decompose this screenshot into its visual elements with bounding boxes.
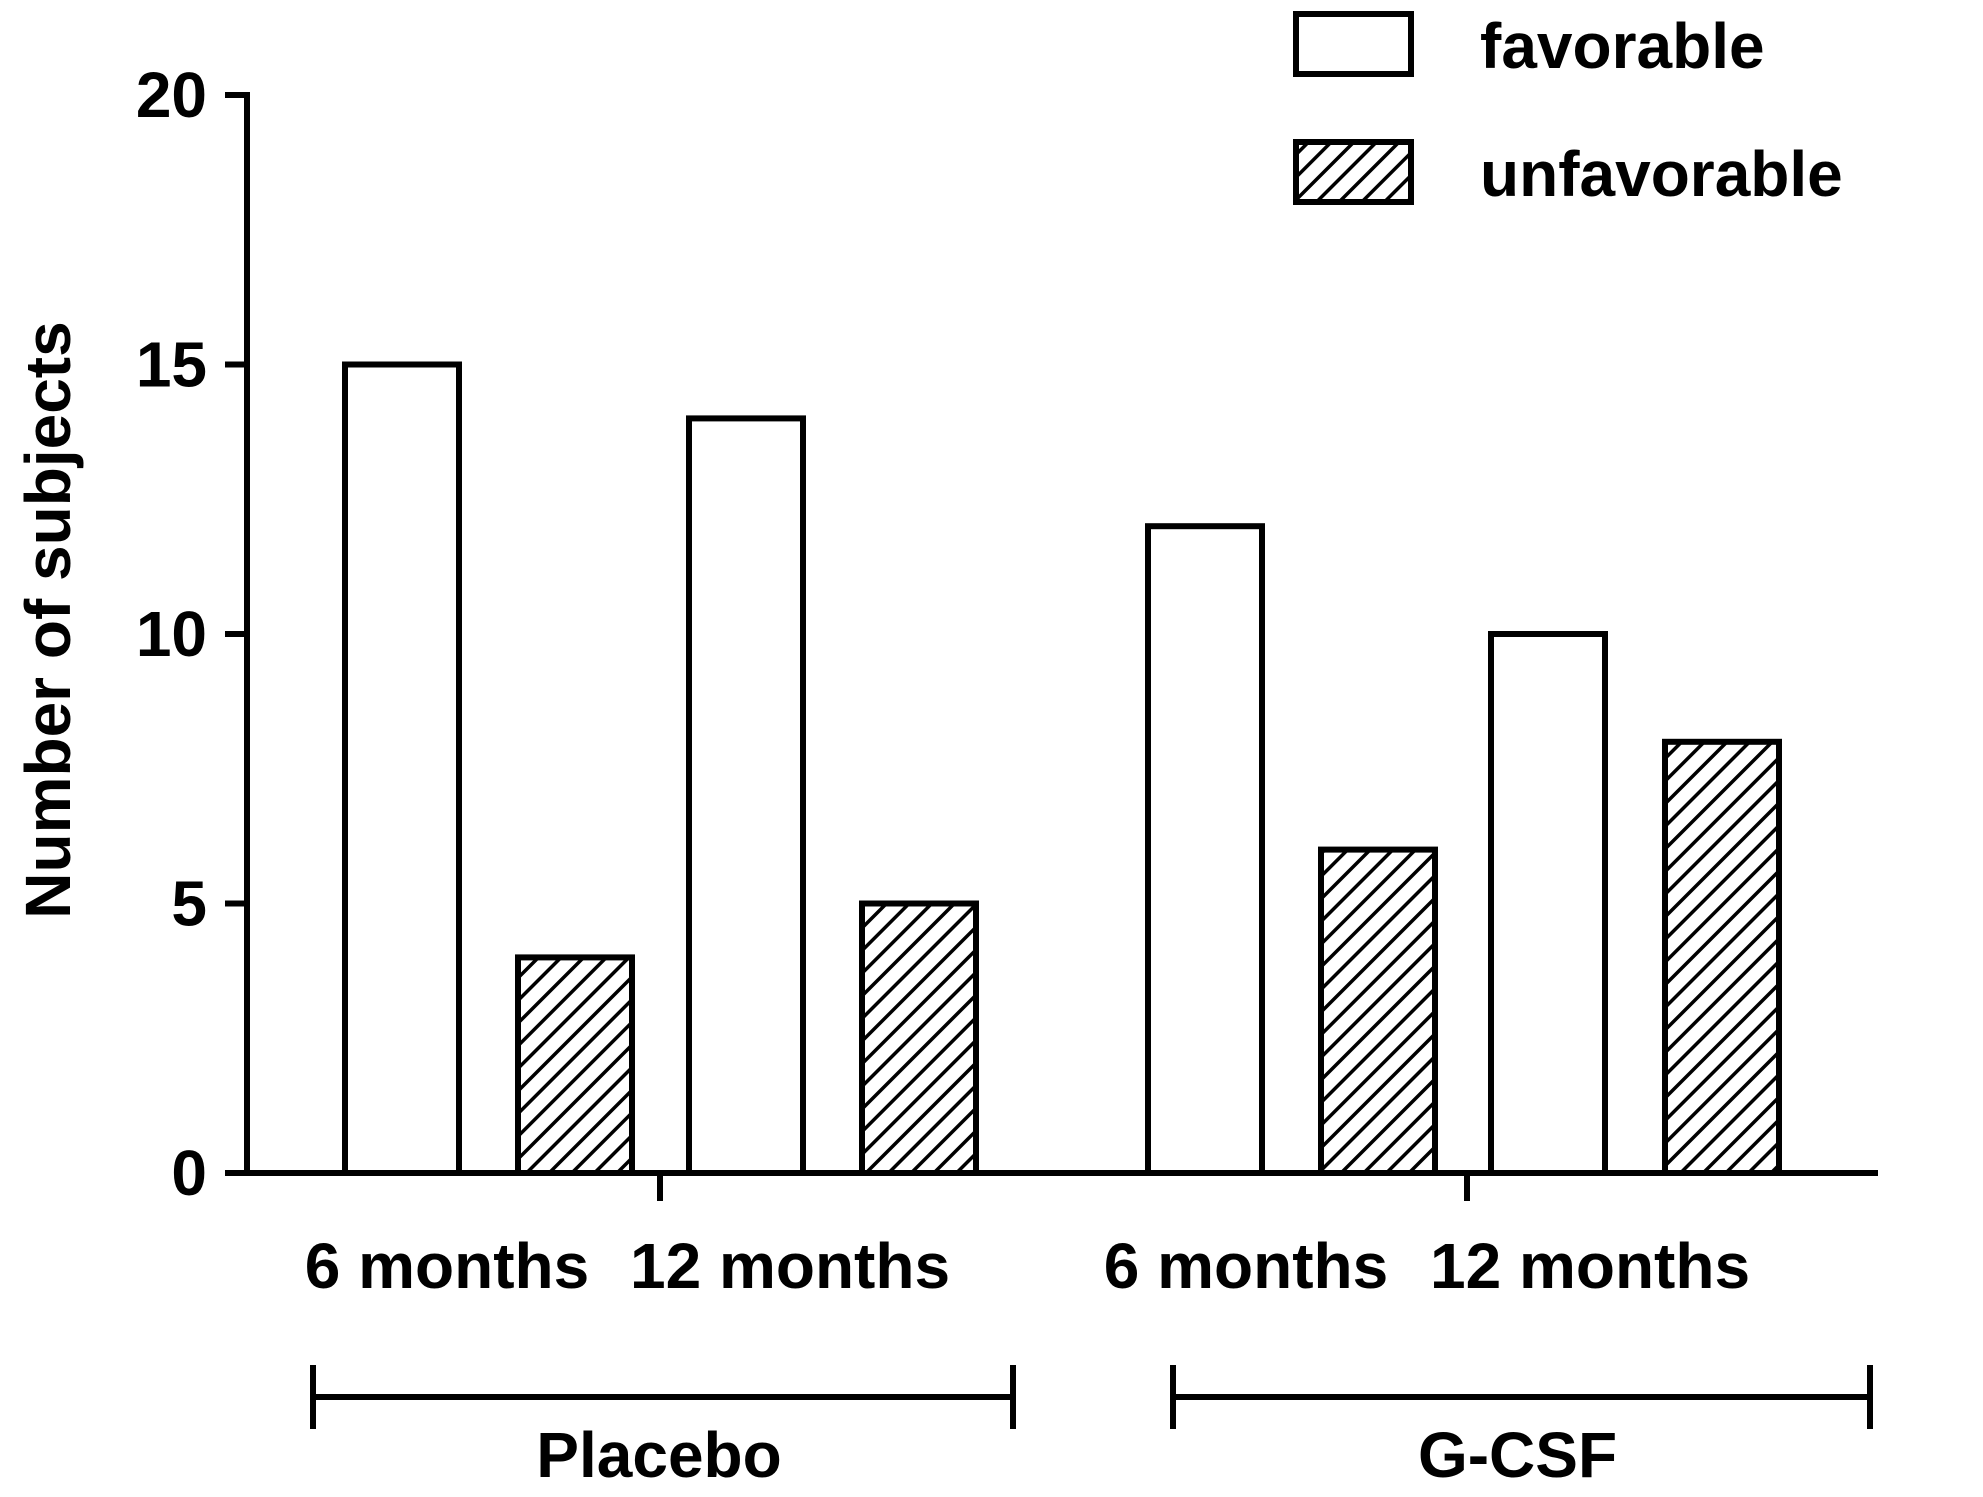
group-brackets: Placebo G-CSF bbox=[310, 1365, 1873, 1491]
bar-favorable bbox=[342, 361, 462, 1176]
y-axis-title: Number of subjects bbox=[12, 321, 84, 918]
bar-unfavorable bbox=[1318, 846, 1438, 1176]
y-tick-label: 10 bbox=[136, 598, 207, 670]
legend-label: unfavorable bbox=[1480, 138, 1843, 210]
bar-favorable bbox=[1145, 523, 1265, 1176]
category-label: 12 months bbox=[1430, 1230, 1750, 1302]
bar-unfavorable bbox=[515, 954, 635, 1177]
category-labels: 6 months 12 months 6 months 12 months bbox=[305, 1230, 1750, 1302]
legend-label: favorable bbox=[1480, 10, 1765, 82]
category-label: 6 months bbox=[305, 1230, 589, 1302]
category-label: 6 months bbox=[1104, 1230, 1388, 1302]
group-label: Placebo bbox=[536, 1419, 781, 1491]
bar-favorable bbox=[1488, 631, 1608, 1176]
group-label: G-CSF bbox=[1418, 1419, 1617, 1491]
bar-unfavorable bbox=[1662, 738, 1782, 1176]
y-tick-label: 0 bbox=[171, 1137, 207, 1209]
bar-unfavorable bbox=[859, 900, 979, 1176]
legend: favorable unfavorable bbox=[1293, 10, 1843, 210]
bars bbox=[342, 361, 1782, 1177]
y-tick-label: 15 bbox=[136, 329, 207, 401]
legend-swatch-favorable bbox=[1293, 11, 1414, 77]
y-tick-label: 5 bbox=[171, 868, 207, 940]
y-tick-label: 20 bbox=[136, 59, 207, 131]
category-label: 12 months bbox=[630, 1230, 950, 1302]
bar-favorable bbox=[686, 415, 806, 1176]
legend-swatch-unfavorable bbox=[1293, 139, 1414, 205]
